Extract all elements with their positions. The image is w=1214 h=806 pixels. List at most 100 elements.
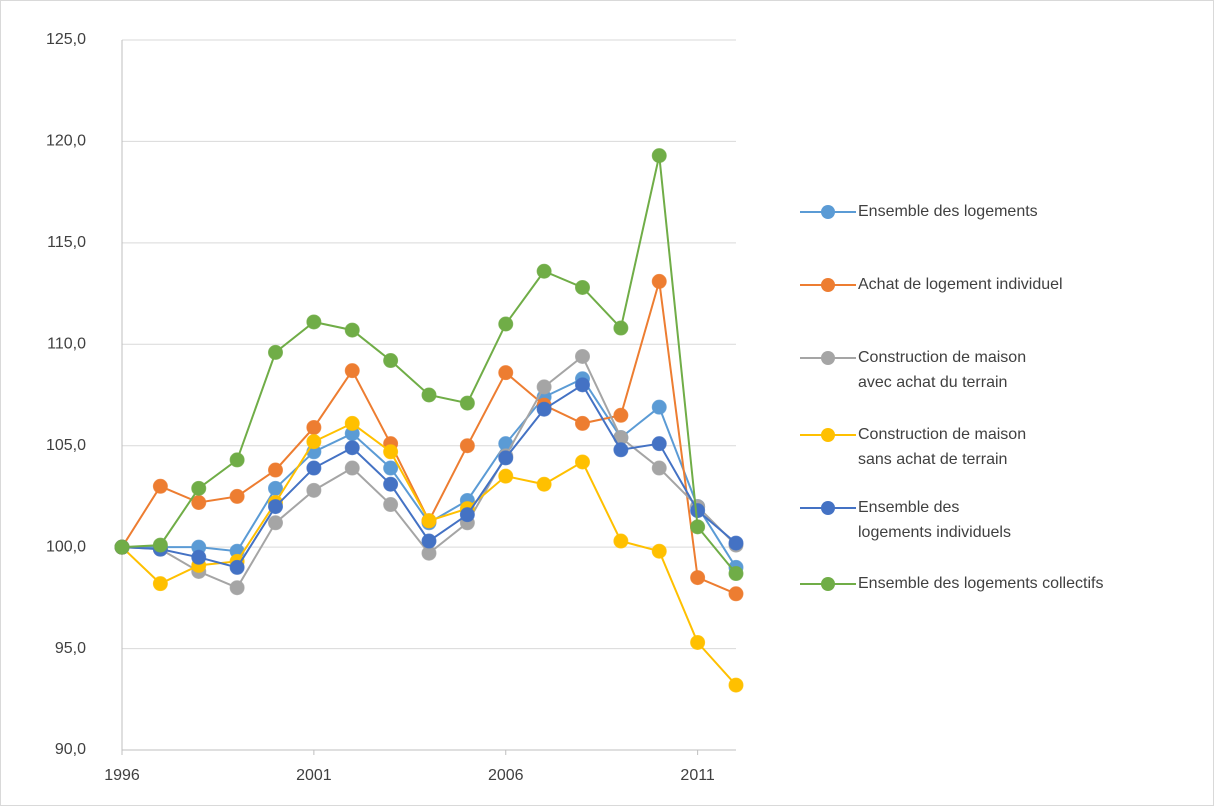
data-point — [383, 460, 399, 476]
data-point — [421, 513, 437, 529]
data-point — [229, 580, 245, 596]
legend-key — [800, 501, 856, 515]
data-point — [651, 148, 667, 164]
data-point — [191, 495, 207, 511]
data-point — [498, 450, 514, 466]
data-point — [306, 314, 322, 330]
data-point — [344, 363, 360, 379]
data-point — [651, 436, 667, 452]
x-tick-label: 2006 — [488, 767, 524, 784]
legend-key — [800, 278, 856, 292]
data-point — [575, 377, 590, 393]
data-point — [191, 480, 207, 496]
data-point — [575, 415, 590, 431]
data-point — [613, 407, 629, 423]
data-point — [690, 519, 706, 535]
x-tick-label: 2001 — [296, 767, 332, 784]
data-point — [229, 452, 245, 468]
data-point — [152, 478, 168, 494]
data-point — [268, 344, 283, 360]
series — [114, 148, 744, 582]
data-point — [306, 419, 322, 435]
legend-item: Ensemble des logements — [798, 199, 1198, 224]
legend-marker — [821, 501, 835, 515]
data-point — [268, 462, 283, 478]
legend-key — [800, 205, 856, 219]
legend-item: Construction de maison sans achat de ter… — [798, 422, 1034, 472]
legend-item: Achat de logement individuel — [798, 272, 1198, 297]
data-point — [268, 515, 283, 531]
data-point — [344, 415, 360, 431]
legend-item: Ensemble des logements individuels — [798, 495, 1034, 545]
legend-label: Achat de logement individuel — [858, 276, 1063, 293]
x-tick-label: 1996 — [104, 767, 140, 784]
data-point — [613, 320, 629, 336]
data-point — [536, 263, 552, 279]
data-point — [613, 442, 629, 458]
data-point — [498, 365, 514, 381]
data-point — [383, 353, 399, 369]
data-point — [536, 379, 552, 395]
y-tick-label: 90,0 — [55, 741, 86, 758]
legend-label: Construction de maison avec achat du ter… — [858, 349, 1027, 391]
data-point — [498, 316, 514, 332]
data-point — [575, 348, 590, 364]
data-point — [613, 533, 629, 549]
data-point — [383, 444, 399, 460]
data-point — [536, 401, 552, 417]
data-point — [306, 482, 322, 498]
data-point — [728, 677, 744, 693]
data-point — [229, 488, 245, 504]
legend-item: Construction de maison avec achat du ter… — [798, 345, 1034, 395]
legend-marker — [821, 428, 835, 442]
legend-label: Construction de maison sans achat de ter… — [858, 426, 1027, 468]
data-point — [690, 570, 706, 586]
y-tick-label: 110,0 — [47, 336, 86, 353]
data-point — [229, 559, 245, 575]
data-point — [651, 399, 667, 415]
legend-marker — [821, 577, 835, 591]
data-point — [575, 279, 590, 295]
y-tick-label: 120,0 — [46, 133, 86, 150]
data-point — [152, 576, 168, 592]
y-tick-label: 125,0 — [46, 31, 86, 48]
legend-label: Ensemble des logements — [858, 203, 1038, 220]
data-point — [383, 476, 399, 492]
y-tick-label: 115,0 — [47, 234, 86, 251]
legend-marker — [821, 278, 835, 292]
y-tick-label: 100,0 — [46, 538, 86, 555]
data-point — [191, 549, 207, 565]
data-point — [344, 460, 360, 476]
data-point — [344, 322, 360, 338]
data-point — [459, 507, 475, 523]
legend-key — [800, 577, 856, 591]
legend-marker — [821, 205, 835, 219]
data-point — [651, 460, 667, 476]
data-point — [421, 387, 437, 403]
legend-marker — [821, 351, 835, 365]
data-point — [690, 503, 706, 519]
data-point — [383, 497, 399, 513]
data-point — [498, 468, 514, 484]
data-point — [728, 535, 744, 551]
data-point — [268, 499, 283, 515]
data-point — [651, 543, 667, 559]
x-tick-label: 2011 — [680, 767, 715, 784]
data-point — [152, 537, 168, 553]
legend-key — [800, 351, 856, 365]
data-point — [459, 395, 475, 411]
data-point — [575, 454, 590, 470]
data-point — [728, 586, 744, 602]
data-point — [306, 460, 322, 476]
data-point — [690, 634, 706, 650]
data-point — [459, 438, 475, 454]
legend-label: Ensemble des logements collectifs — [858, 575, 1104, 592]
data-point — [728, 566, 744, 582]
y-tick-label: 105,0 — [46, 437, 86, 454]
data-point — [651, 273, 667, 289]
data-point — [344, 440, 360, 456]
y-tick-label: 95,0 — [55, 640, 86, 657]
